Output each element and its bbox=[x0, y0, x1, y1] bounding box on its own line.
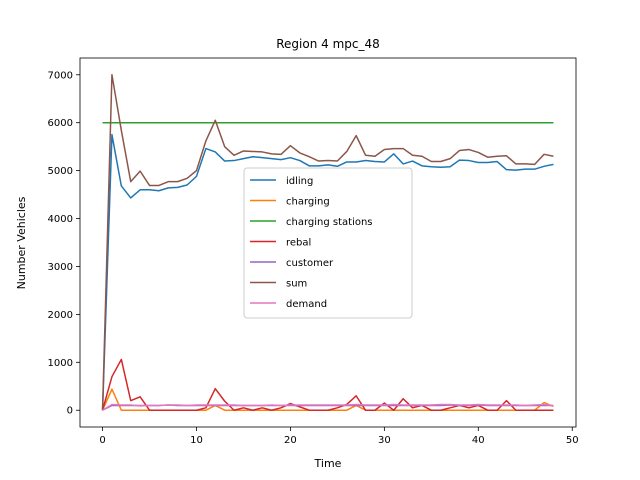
y-tick-label: 2000 bbox=[48, 310, 73, 321]
x-tick-label: 50 bbox=[566, 435, 579, 446]
plot-area bbox=[101, 74, 554, 411]
legend-entry: rebal bbox=[286, 238, 311, 249]
y-tick-label: 3000 bbox=[48, 262, 73, 273]
x-tick-label: 20 bbox=[284, 435, 297, 446]
axes-frame bbox=[79, 57, 577, 428]
legend-entry: customer bbox=[286, 258, 334, 269]
x-axis-label: Time bbox=[314, 457, 342, 470]
y-tick-label: 6000 bbox=[48, 118, 73, 129]
legend-box bbox=[243, 167, 413, 319]
series-line-sum bbox=[101, 74, 554, 411]
x-tick-label: 0 bbox=[99, 435, 105, 446]
legend-entry: sum bbox=[286, 279, 307, 290]
series-line-demand bbox=[102, 403, 554, 411]
y-tick-label: 1000 bbox=[48, 358, 73, 369]
series-line-rebal bbox=[101, 358, 554, 411]
legend: idling charging charging stations rebal cust… bbox=[243, 167, 413, 319]
y-tick-label: 4000 bbox=[48, 214, 73, 225]
y-tick-label: 5000 bbox=[48, 166, 73, 177]
legend-entry: charging bbox=[286, 197, 330, 208]
legend-entry: idling bbox=[286, 176, 313, 187]
series-line-charging bbox=[101, 388, 554, 411]
y-axis-label: Number Vehicles bbox=[15, 196, 28, 289]
chart-title: Region 4 mpc_48 bbox=[276, 37, 380, 51]
x-tick-label: 10 bbox=[190, 435, 203, 446]
y-tick-label: 0 bbox=[67, 406, 73, 417]
axes: 0 10 20 30 40 50 0 1000 2000 3000 4000 5000 6000 7000 bbox=[48, 57, 579, 446]
series-line-idling bbox=[101, 133, 554, 411]
x-tick-label: 30 bbox=[378, 435, 391, 446]
x-tick-label: 40 bbox=[472, 435, 485, 446]
legend-entry: charging stations bbox=[286, 217, 373, 228]
legend-entry: demand bbox=[286, 299, 327, 310]
y-tick-label: 7000 bbox=[48, 70, 73, 81]
